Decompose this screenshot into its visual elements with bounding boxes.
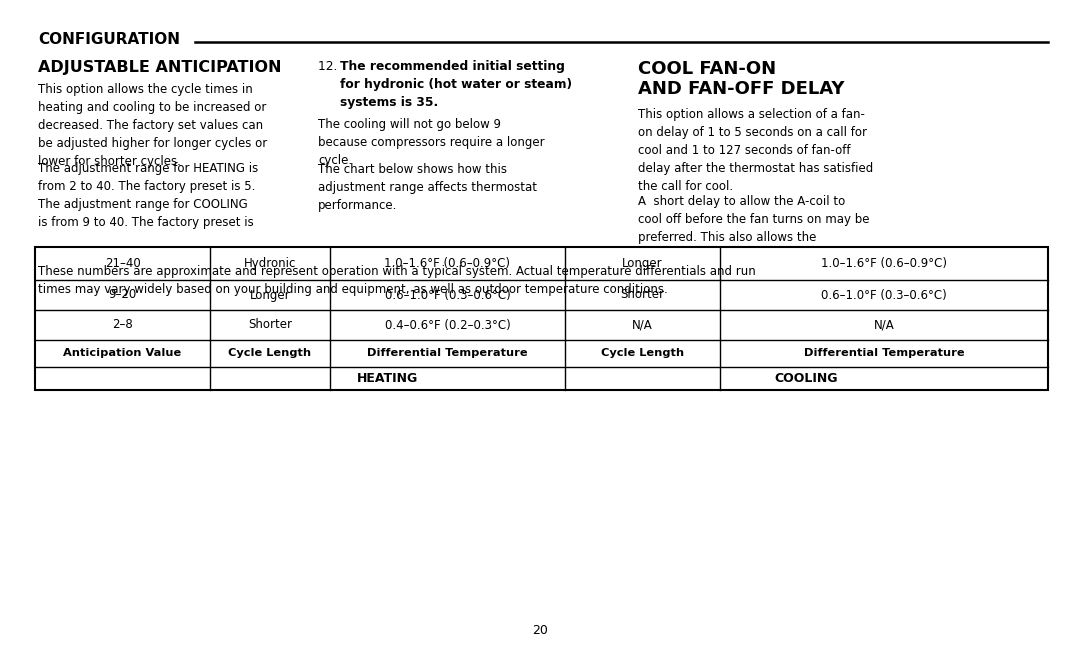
Text: COOL FAN-ON: COOL FAN-ON bbox=[638, 60, 777, 78]
Text: This option allows a selection of a fan-
on delay of 1 to 5 seconds on a call fo: This option allows a selection of a fan-… bbox=[638, 108, 874, 193]
Text: Shorter: Shorter bbox=[248, 318, 292, 331]
Text: Shorter: Shorter bbox=[621, 288, 664, 301]
Text: The recommended initial setting
for hydronic (hot water or steam)
systems is 35.: The recommended initial setting for hydr… bbox=[340, 60, 572, 109]
Text: 2–8: 2–8 bbox=[112, 318, 133, 331]
Text: CONFIGURATION: CONFIGURATION bbox=[38, 32, 180, 47]
Text: Longer: Longer bbox=[622, 257, 663, 270]
Text: The chart below shows how this
adjustment range affects thermostat
performance.: The chart below shows how this adjustmen… bbox=[318, 163, 537, 212]
Text: AND FAN-OFF DELAY: AND FAN-OFF DELAY bbox=[638, 80, 845, 98]
Text: COOLING: COOLING bbox=[774, 372, 838, 385]
Text: 0.6–1.0°F (0.3–0.6°C): 0.6–1.0°F (0.3–0.6°C) bbox=[821, 288, 947, 301]
Text: Differential Temperature: Differential Temperature bbox=[804, 348, 964, 358]
Text: Longer: Longer bbox=[249, 288, 291, 301]
Text: Hydronic: Hydronic bbox=[244, 257, 296, 270]
Text: 20: 20 bbox=[532, 624, 548, 637]
Text: 1.0–1.6°F (0.6–0.9°C): 1.0–1.6°F (0.6–0.9°C) bbox=[821, 257, 947, 270]
Text: The cooling will not go below 9
because compressors require a longer
cycle.: The cooling will not go below 9 because … bbox=[318, 118, 544, 167]
Text: 0.4–0.6°F (0.2–0.3°C): 0.4–0.6°F (0.2–0.3°C) bbox=[384, 318, 511, 331]
Bar bbox=[35, 247, 1048, 390]
Text: 0.6–1.0°F (0.3–0.6°C): 0.6–1.0°F (0.3–0.6°C) bbox=[384, 288, 511, 301]
Text: N/A: N/A bbox=[632, 318, 653, 331]
Text: ADJUSTABLE ANTICIPATION: ADJUSTABLE ANTICIPATION bbox=[38, 60, 282, 75]
Text: 1.0–1.6°F (0.6–0.9°C): 1.0–1.6°F (0.6–0.9°C) bbox=[384, 257, 511, 270]
Text: These numbers are approximate and represent operation with a typical system. Act: These numbers are approximate and repres… bbox=[38, 265, 756, 296]
Text: 12.: 12. bbox=[318, 60, 341, 73]
Text: HEATING: HEATING bbox=[356, 372, 418, 385]
Text: Differential Temperature: Differential Temperature bbox=[367, 348, 528, 358]
Text: Anticipation Value: Anticipation Value bbox=[64, 348, 181, 358]
Text: Cycle Length: Cycle Length bbox=[229, 348, 311, 358]
Text: N/A: N/A bbox=[874, 318, 894, 331]
Text: 9–20: 9–20 bbox=[108, 288, 137, 301]
Text: 21–40: 21–40 bbox=[105, 257, 140, 270]
Text: A  short delay to allow the A-coil to
cool off before the fan turns on may be
pr: A short delay to allow the A-coil to coo… bbox=[638, 195, 869, 244]
Text: This option allows the cycle times in
heating and cooling to be increased or
dec: This option allows the cycle times in he… bbox=[38, 83, 267, 168]
Text: Cycle Length: Cycle Length bbox=[600, 348, 684, 358]
Text: The adjustment range for HEATING is
from 2 to 40. The factory preset is 5.
The a: The adjustment range for HEATING is from… bbox=[38, 162, 258, 229]
